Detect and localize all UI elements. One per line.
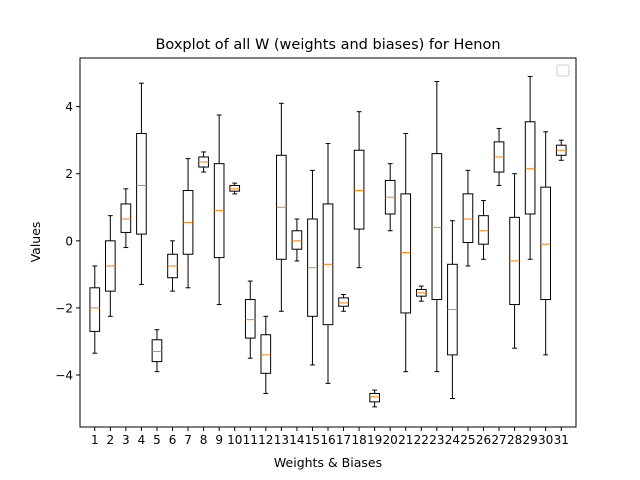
y-tick-label: 4 xyxy=(65,100,73,114)
box-3 xyxy=(120,188,132,249)
x-axis-label: Weights & Biases xyxy=(274,455,382,470)
box-27 xyxy=(493,127,505,186)
x-tick-label: 20 xyxy=(383,433,398,447)
x-tick-label: 3 xyxy=(122,433,130,447)
box-30 xyxy=(540,131,552,356)
box-iqr xyxy=(89,287,101,332)
x-tick-label: 22 xyxy=(414,433,429,447)
box-12 xyxy=(260,315,272,394)
x-tick-label: 14 xyxy=(289,433,304,447)
x-tick-label: 16 xyxy=(320,433,335,447)
y-tick-label: 2 xyxy=(65,167,73,181)
y-tick-label: 0 xyxy=(65,234,73,248)
box-iqr xyxy=(353,149,365,230)
box-iqr xyxy=(120,203,132,233)
box-iqr xyxy=(151,339,163,363)
x-tick-label: 23 xyxy=(429,433,444,447)
box-9 xyxy=(213,114,225,306)
box-24 xyxy=(447,220,458,399)
box-31 xyxy=(555,139,567,161)
box-4 xyxy=(136,82,147,285)
x-tick-label: 5 xyxy=(153,433,161,447)
x-tick-label: 7 xyxy=(184,433,192,447)
x-tick-label: 4 xyxy=(138,433,146,447)
box-6 xyxy=(167,240,178,292)
x-tick-label: 31 xyxy=(554,433,569,447)
x-tick-label: 30 xyxy=(538,433,553,447)
box-29 xyxy=(524,75,536,260)
y-tick-label: −4 xyxy=(55,369,73,383)
box-iqr xyxy=(369,392,380,403)
box-15 xyxy=(307,169,318,366)
box-iqr xyxy=(400,193,412,314)
box-11 xyxy=(244,280,256,359)
x-tick-label: 1 xyxy=(91,433,99,447)
box-25 xyxy=(462,169,474,267)
x-tick-label: 19 xyxy=(367,433,382,447)
legend-box xyxy=(556,64,570,77)
axes-frame xyxy=(79,57,577,428)
box-iqr xyxy=(540,186,552,301)
box-8 xyxy=(198,151,209,173)
box-13 xyxy=(276,102,287,312)
box-5 xyxy=(151,329,163,373)
x-tick-label: 6 xyxy=(169,433,177,447)
box-7 xyxy=(182,158,194,289)
box-iqr xyxy=(462,193,474,243)
x-tick-label: 11 xyxy=(243,433,258,447)
x-tick-label: 8 xyxy=(200,433,208,447)
x-tick-label: 10 xyxy=(227,433,242,447)
box-iqr xyxy=(244,299,256,339)
box-iqr xyxy=(478,215,489,245)
box-iqr xyxy=(291,230,303,250)
box-26 xyxy=(478,200,489,260)
box-21 xyxy=(400,132,412,373)
box-10 xyxy=(229,182,241,195)
x-tick-label: 18 xyxy=(351,433,366,447)
x-tick-label: 26 xyxy=(476,433,491,447)
box-20 xyxy=(384,163,396,232)
box-19 xyxy=(369,389,380,408)
x-tick-label: 24 xyxy=(445,433,460,447)
box-17 xyxy=(338,293,349,312)
x-tick-label: 28 xyxy=(507,433,522,447)
box-22 xyxy=(415,285,427,302)
box-iqr xyxy=(338,297,349,307)
box-iqr xyxy=(260,334,272,374)
box-28 xyxy=(509,173,520,349)
y-tick-label: −2 xyxy=(55,301,73,315)
x-tick-label: 13 xyxy=(274,433,289,447)
box-2 xyxy=(104,215,116,317)
box-14 xyxy=(291,218,303,262)
box-iqr xyxy=(524,121,536,215)
x-tick-label: 27 xyxy=(491,433,506,447)
x-tick-label: 2 xyxy=(106,433,114,447)
box-23 xyxy=(431,80,443,373)
x-tick-label: 15 xyxy=(305,433,320,447)
y-axis-label: Values xyxy=(28,222,43,263)
box-iqr xyxy=(229,184,241,192)
box-18 xyxy=(353,111,365,269)
box-16 xyxy=(322,143,334,384)
box-1 xyxy=(89,265,101,354)
x-tick-label: 9 xyxy=(215,433,223,447)
x-tick-label: 21 xyxy=(398,433,413,447)
x-tick-label: 29 xyxy=(522,433,537,447)
chart-title: Boxplot of all W (weights and biases) fo… xyxy=(155,37,500,53)
box-iqr xyxy=(431,153,443,301)
x-tick-label: 12 xyxy=(258,433,273,447)
x-tick-label: 17 xyxy=(336,433,351,447)
x-tick-label: 25 xyxy=(460,433,475,447)
box-iqr xyxy=(136,132,147,235)
